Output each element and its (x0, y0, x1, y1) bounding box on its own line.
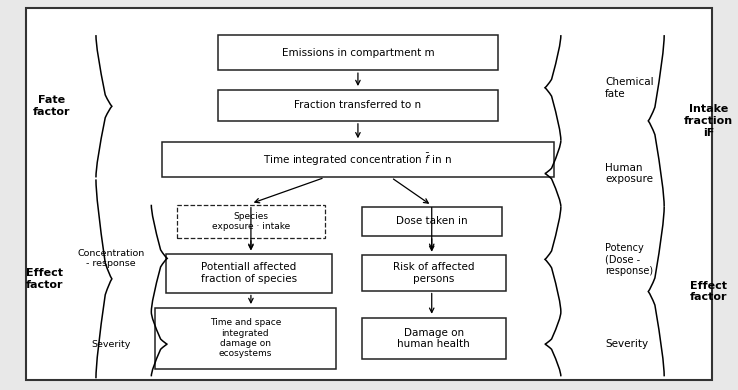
Text: Dose taken in: Dose taken in (396, 216, 468, 226)
Text: Risk of affected
persons: Risk of affected persons (393, 262, 475, 284)
FancyBboxPatch shape (26, 8, 712, 380)
FancyBboxPatch shape (218, 90, 498, 121)
Text: Emissions in compartment m: Emissions in compartment m (282, 48, 434, 58)
Text: Effect
factor: Effect factor (690, 281, 727, 302)
Text: Potentiall affected
fraction of species: Potentiall affected fraction of species (201, 262, 297, 284)
Text: Time and space
integrated
damage on
ecosystems: Time and space integrated damage on ecos… (210, 318, 281, 358)
Text: Severity: Severity (91, 340, 131, 349)
FancyBboxPatch shape (177, 205, 325, 238)
Text: Potency
(Dose -
response): Potency (Dose - response) (605, 243, 653, 276)
Text: Chemical
fate: Chemical fate (605, 77, 654, 99)
Text: Damage on
human health: Damage on human health (397, 328, 470, 349)
Text: Severity: Severity (605, 339, 648, 349)
Text: Time integrated concentration $\bar{f}$ in n: Time integrated concentration $\bar{f}$ … (263, 152, 452, 168)
Text: Concentration
- response: Concentration - response (77, 249, 145, 268)
Text: Species
exposure · intake: Species exposure · intake (212, 212, 290, 231)
FancyBboxPatch shape (362, 318, 506, 359)
Text: Human
exposure: Human exposure (605, 163, 653, 184)
FancyBboxPatch shape (362, 207, 502, 236)
FancyBboxPatch shape (218, 35, 498, 70)
Text: Intake
fraction
iF: Intake fraction iF (684, 104, 733, 138)
Text: Fraction transferred to n: Fraction transferred to n (294, 100, 421, 110)
FancyBboxPatch shape (362, 255, 506, 291)
FancyBboxPatch shape (162, 142, 554, 177)
Text: Effect
factor: Effect factor (26, 268, 63, 290)
FancyBboxPatch shape (155, 308, 336, 369)
FancyBboxPatch shape (166, 254, 332, 292)
Text: Fate
factor: Fate factor (33, 96, 70, 117)
